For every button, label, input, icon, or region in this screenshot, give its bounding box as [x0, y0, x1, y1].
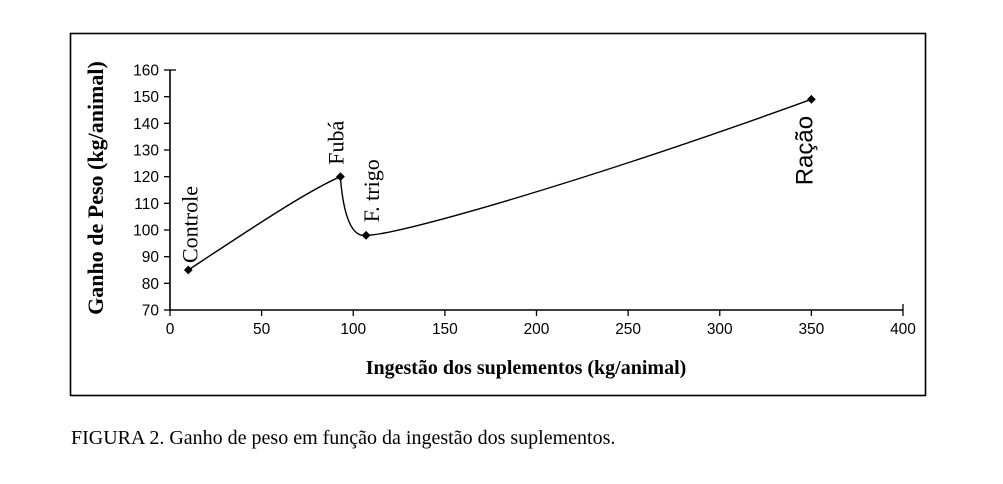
y-tick-label: 70	[142, 303, 160, 320]
y-tick-label: 90	[142, 249, 160, 266]
y-tick-label: 140	[133, 116, 159, 133]
axes-layer: 0 50 100 150 200 250 300 350 400 70 80 90 100 110 120 1…	[133, 63, 916, 339]
x-tick-label: 350	[798, 321, 824, 338]
marker-layer	[183, 94, 816, 275]
y-tick-label: 120	[133, 169, 159, 186]
x-tick-label: 250	[615, 321, 641, 338]
y-tick-label: 80	[142, 276, 160, 293]
data-point-marker-racao	[806, 94, 816, 104]
x-tick-label: 150	[432, 321, 458, 338]
x-tick-label: 200	[524, 321, 550, 338]
x-tick-label: 300	[707, 321, 733, 338]
data-point-label-f-trigo: F. trigo	[359, 159, 384, 222]
x-axis-title: Ingestão dos suplementos (kg/animal)	[366, 357, 687, 379]
x-tick-label: 100	[340, 321, 366, 338]
point-label-layer: Controle Fubá F. trigo Ração	[177, 116, 818, 263]
figure-caption: FIGURA 2. Ganho de peso em função da ing…	[71, 427, 616, 449]
data-point-marker-fuba	[336, 172, 345, 182]
data-point-marker-f-trigo	[361, 230, 371, 240]
y-tick-label: 150	[133, 89, 159, 106]
x-tick-label: 400	[890, 321, 916, 338]
y-tick-label: 130	[133, 143, 159, 160]
y-tick-label: 100	[133, 223, 159, 240]
x-tick-label: 50	[253, 321, 271, 338]
y-tick-label: 160	[133, 63, 159, 80]
data-point-label-fuba: Fubá	[323, 120, 348, 164]
data-point-marker-controle	[183, 265, 193, 275]
data-point-label-racao: Ração	[791, 116, 818, 185]
y-tick-label: 110	[134, 196, 159, 213]
y-axis-title: Ganho de Peso (kg/animal)	[83, 61, 108, 315]
data-curve	[187, 98, 812, 271]
data-point-label-controle: Controle	[177, 186, 202, 263]
plot-frame	[69, 32, 927, 397]
x-tick-label: 0	[166, 321, 175, 338]
